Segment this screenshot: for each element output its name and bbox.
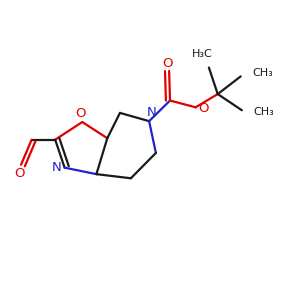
Text: H₃C: H₃C: [192, 49, 213, 59]
Text: O: O: [14, 167, 25, 180]
Text: O: O: [162, 57, 173, 70]
Text: N: N: [52, 160, 61, 174]
Text: CH₃: CH₃: [253, 68, 273, 78]
Text: CH₃: CH₃: [254, 107, 274, 117]
Text: O: O: [199, 102, 209, 115]
Text: N: N: [147, 106, 157, 119]
Text: O: O: [76, 107, 86, 120]
